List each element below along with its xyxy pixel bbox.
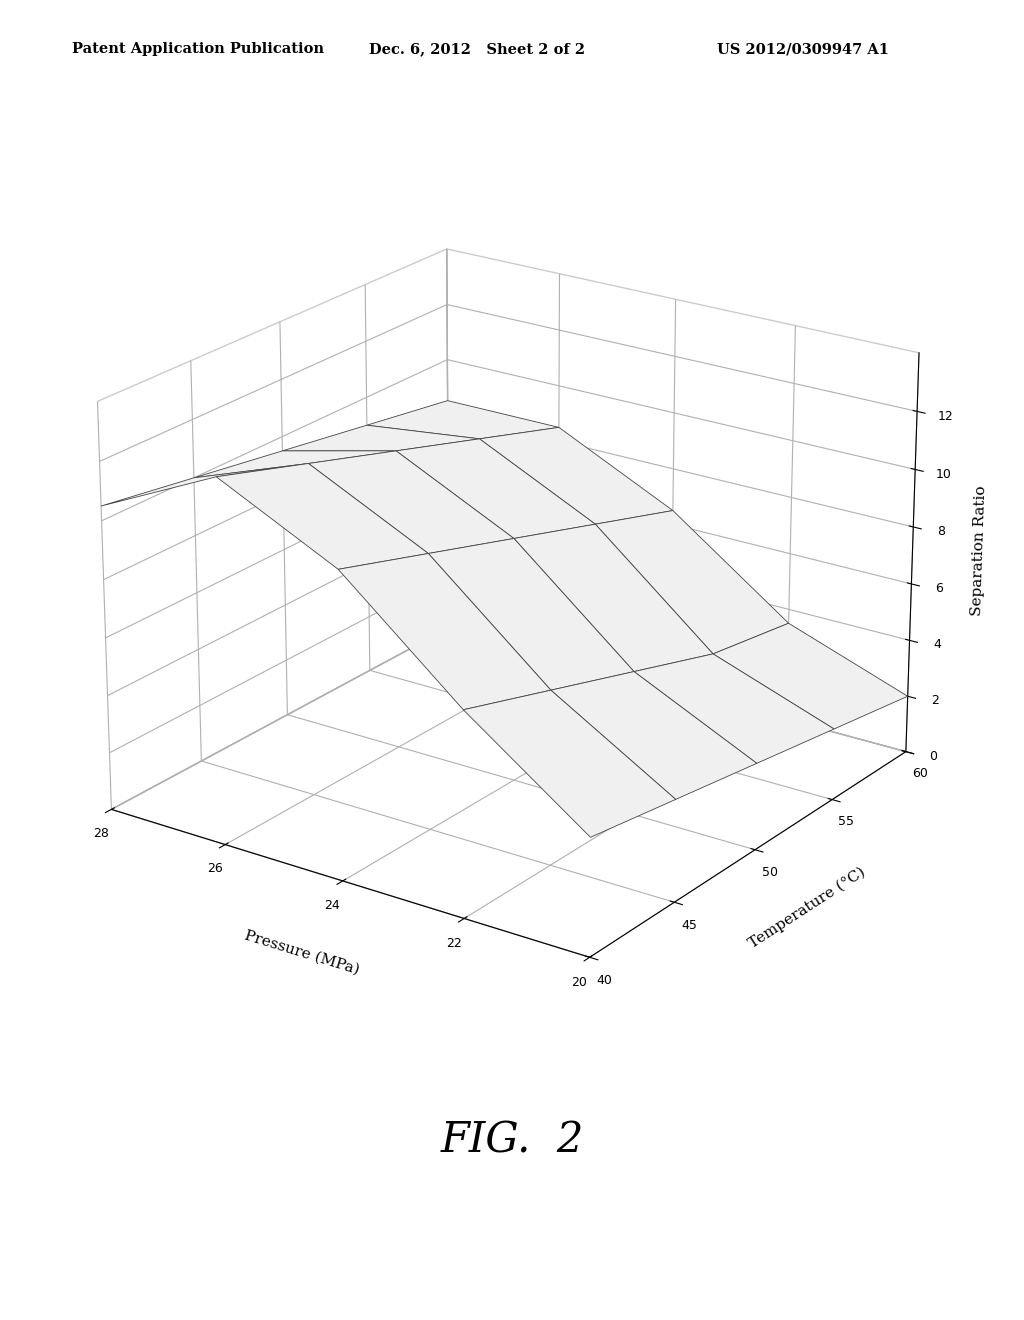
Text: US 2012/0309947 A1: US 2012/0309947 A1 xyxy=(717,42,889,57)
X-axis label: Pressure (MPa): Pressure (MPa) xyxy=(243,928,361,977)
Text: Dec. 6, 2012   Sheet 2 of 2: Dec. 6, 2012 Sheet 2 of 2 xyxy=(369,42,585,57)
Text: FIG.  2: FIG. 2 xyxy=(440,1119,584,1162)
Text: Patent Application Publication: Patent Application Publication xyxy=(72,42,324,57)
Y-axis label: Temperature (°C): Temperature (°C) xyxy=(746,865,868,950)
